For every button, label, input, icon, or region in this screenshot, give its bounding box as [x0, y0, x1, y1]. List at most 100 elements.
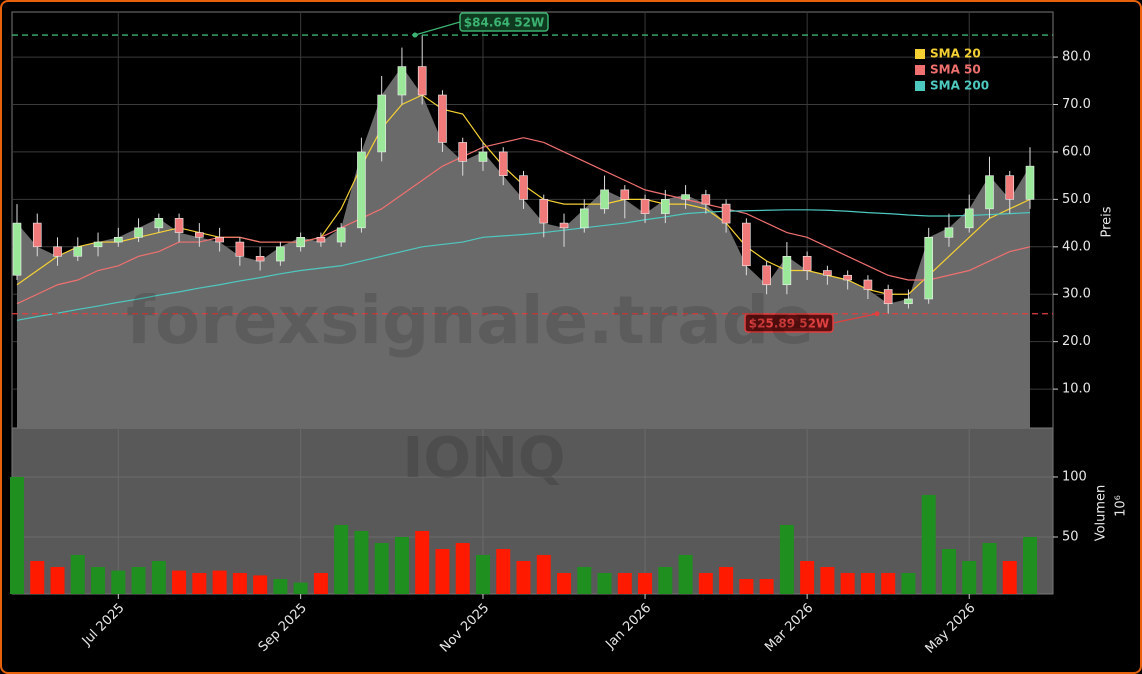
- volume-bar: [820, 566, 835, 594]
- candle-body: [904, 298, 913, 305]
- candle-body: [336, 227, 346, 243]
- volume-bar: [779, 524, 794, 594]
- annotation-label: $84.64 52W: [464, 16, 544, 30]
- candle-body: [823, 270, 832, 276]
- candle-body: [255, 255, 265, 262]
- annotation-box: [459, 12, 549, 32]
- annotation-box: [744, 313, 834, 333]
- watermark: forexsignale.trade: [126, 282, 814, 359]
- candle-body: [600, 189, 609, 210]
- candle-body: [134, 227, 143, 238]
- candle-body: [174, 218, 184, 233]
- volume-bar: [394, 536, 409, 594]
- volume-bar: [739, 578, 754, 594]
- volume-bar: [415, 530, 430, 594]
- volume-bar: [455, 542, 470, 594]
- arrow-head: [412, 32, 418, 38]
- volume-bar: [10, 476, 24, 594]
- candle-body: [93, 241, 103, 248]
- volume-bar: [921, 494, 936, 594]
- x-tick-label: May 2026: [923, 601, 979, 657]
- volume-bar: [617, 572, 632, 594]
- candle-body: [235, 241, 245, 257]
- candle-body: [32, 222, 42, 248]
- x-tick-label: Sep 2025: [256, 601, 310, 655]
- volume-bar: [678, 554, 693, 594]
- candle-body: [661, 199, 670, 214]
- candle-body: [1005, 175, 1015, 200]
- candle-body: [883, 289, 893, 305]
- volume-bar: [111, 570, 126, 594]
- volume-bar: [253, 575, 268, 594]
- candle-body: [377, 94, 386, 153]
- symbol-watermark: IONQ: [403, 426, 566, 491]
- candle-body: [863, 279, 873, 290]
- volume-bar: [557, 572, 572, 594]
- legend-label: SMA 20: [930, 47, 981, 61]
- y-axis-label: Preis: [1100, 206, 1115, 237]
- candle-body: [802, 255, 812, 271]
- legend-swatch: [915, 49, 925, 59]
- candle-body: [154, 218, 164, 229]
- volume-bar: [638, 572, 653, 594]
- candle-body: [742, 222, 751, 267]
- volume-bar: [597, 572, 612, 594]
- candle-body: [924, 237, 934, 300]
- x-tick-label: Mar 2026: [762, 601, 816, 655]
- volume-bar: [759, 578, 774, 594]
- volume-unit: 10⁶: [1114, 495, 1129, 517]
- volume-bar: [901, 572, 916, 594]
- candle-body: [944, 227, 954, 238]
- legend-label: SMA 50: [930, 63, 981, 77]
- volume-bar: [1002, 560, 1017, 594]
- candle-body: [559, 222, 569, 229]
- candle-body: [782, 255, 792, 286]
- y-tick-label: 60.0: [1062, 144, 1091, 159]
- candle-body: [276, 246, 285, 262]
- candle-body: [681, 194, 690, 200]
- candle-body: [438, 94, 447, 143]
- candle-body: [539, 199, 549, 224]
- y-tick-label: 50.0: [1062, 192, 1091, 207]
- candle-body: [762, 265, 771, 286]
- volume-bar: [1023, 536, 1037, 594]
- price-area: [17, 66, 1030, 429]
- candle-body: [73, 246, 83, 257]
- volume-axis-label: Volumen: [1094, 485, 1109, 542]
- candle-body: [701, 194, 711, 205]
- volume-bar: [293, 582, 308, 594]
- volume-bar: [860, 572, 875, 594]
- volume-bar: [192, 572, 207, 594]
- legend-label: SMA 200: [930, 79, 989, 93]
- x-tick-label: Nov 2025: [437, 601, 492, 656]
- volume-bar: [516, 560, 531, 594]
- volume-bar: [313, 572, 328, 594]
- volume-bar: [962, 560, 977, 594]
- volume-bar: [698, 572, 713, 594]
- x-tick-label: Jan 2026: [603, 601, 655, 653]
- volume-bar: [273, 578, 288, 594]
- x-tick-label: Jul 2025: [79, 601, 128, 650]
- volume-bar: [496, 548, 511, 594]
- volume-bar: [658, 566, 673, 594]
- volume-tick-label: 50: [1062, 529, 1079, 544]
- volume-bar: [91, 566, 106, 594]
- volume-bar: [212, 570, 227, 594]
- candle-body: [195, 232, 204, 238]
- volume-bar: [982, 542, 997, 594]
- volume-bar: [881, 572, 896, 594]
- legend-swatch: [915, 65, 925, 75]
- y-tick-label: 70.0: [1062, 97, 1091, 112]
- candle-body: [397, 66, 407, 96]
- sma-line: [16, 137, 1031, 305]
- volume-bar: [354, 530, 369, 594]
- volume-tick-label: 100: [1062, 469, 1087, 484]
- candle-body: [478, 151, 488, 162]
- annotation-arrow: [832, 313, 878, 324]
- y-tick-label: 40.0: [1062, 239, 1091, 254]
- candle-body: [964, 208, 974, 229]
- volume-bar: [30, 560, 45, 594]
- volume-bar: [232, 572, 247, 594]
- volume-bar: [374, 542, 389, 594]
